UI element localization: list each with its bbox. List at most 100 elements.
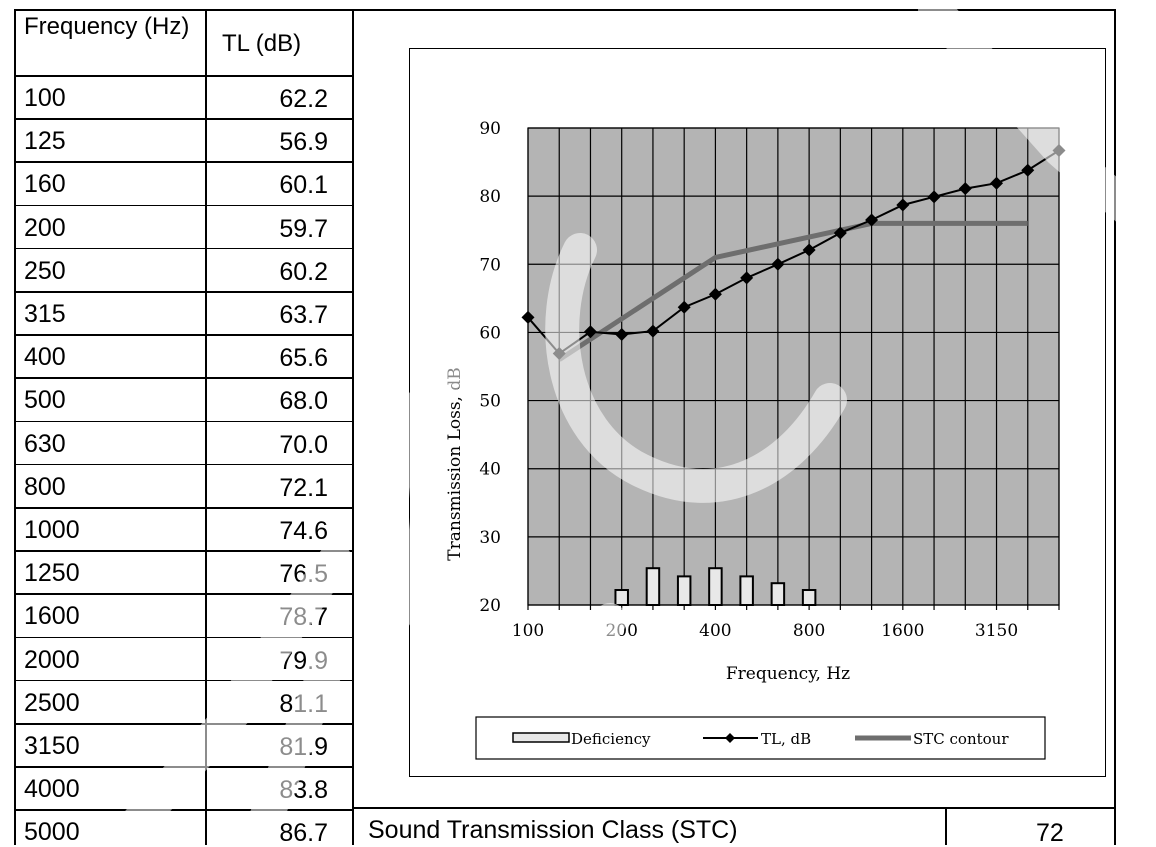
tl-cell: 65.6	[279, 344, 328, 373]
plot-background	[527, 127, 1060, 606]
x-tick-label: 400	[699, 621, 731, 641]
frequency-cell: 200	[24, 213, 66, 242]
y-tick-label: 90	[479, 119, 501, 139]
frequency-cell: 125	[24, 127, 66, 156]
x-tick-labels: 100 200 400 800 1600 3150	[512, 621, 1018, 641]
row-divider	[14, 679, 352, 682]
stc-chart: 20 30 40 50 60 70 80 90 100 200 400 800 1600 3150 Fr…	[445, 119, 1066, 760]
column-divider	[352, 9, 354, 845]
deficiency-bar	[614, 589, 629, 606]
legend-deficiency-swatch	[512, 732, 570, 743]
tl-cell: 86.7	[279, 819, 328, 847]
tl-point	[896, 198, 910, 212]
frequency-cell: 1600	[24, 602, 80, 631]
tl-cell: 81.1	[279, 689, 328, 718]
frequency-cell: 630	[24, 429, 66, 458]
row-divider	[14, 766, 352, 768]
legend-tl-marker	[725, 733, 735, 743]
tl-cell: 74.6	[279, 517, 328, 545]
tl-cell: 83.8	[279, 776, 328, 805]
frequency-cell: 1250	[24, 559, 80, 588]
frequency-cell: 5000	[24, 818, 80, 847]
row-divider	[14, 507, 352, 509]
row-divider	[14, 75, 352, 77]
frequency-cell: 4000	[24, 775, 80, 804]
frequency-cell: 250	[24, 256, 66, 285]
row-divider	[14, 161, 352, 163]
frequency-cell: 100	[24, 84, 66, 112]
row-divider	[14, 463, 352, 466]
tl-cell: 68.0	[279, 387, 328, 416]
column-divider	[205, 9, 207, 845]
table-border-left	[14, 9, 16, 845]
plot-area	[527, 127, 1060, 606]
deficiency-bar	[801, 589, 817, 606]
row-divider	[14, 550, 352, 552]
frequency-header: Frequency (Hz)	[24, 13, 190, 40]
legend: Deficiency TL, dB STC contour	[475, 716, 1046, 760]
stc-divider	[945, 807, 947, 845]
frequency-cell: 3150	[24, 732, 80, 760]
table-border-right	[1114, 9, 1116, 845]
tl-cell: 79.9	[279, 646, 328, 675]
legend-stc-label: STC contour	[913, 730, 1009, 748]
x-tick-label: 800	[793, 621, 825, 641]
deficiency-bar	[708, 567, 723, 607]
tl-cell: 63.7	[279, 301, 328, 329]
tl-header: TL (dB)	[222, 30, 302, 57]
row-divider	[14, 334, 352, 336]
tl-cell: 70.0	[279, 430, 328, 459]
y-axis-label: Transmission Loss, dB	[445, 367, 465, 560]
table-border-top	[14, 9, 1115, 11]
tl-cell: 59.7	[279, 214, 328, 243]
x-tick-label: 200	[605, 621, 637, 641]
chart-frame: 20 30 40 50 60 70 80 90 100 200 400 800 1600 3150 Fr…	[409, 48, 1106, 777]
row-divider	[14, 723, 352, 725]
x-tick-label: 1600	[881, 621, 924, 641]
row-divider	[14, 593, 352, 595]
stc-label: Sound Transmission Class (STC)	[368, 816, 738, 844]
deficiency-bar	[676, 575, 692, 607]
stc-row-top	[352, 807, 1115, 809]
frequency-cell: 400	[24, 343, 66, 372]
frequency-cell: 160	[24, 170, 66, 199]
y-tick-label: 30	[479, 528, 501, 548]
legend-deficiency-label: Deficiency	[571, 730, 651, 748]
legend-tl-label: TL, dB	[761, 730, 811, 748]
legend-box	[475, 716, 1046, 760]
tl-cell: 76.5	[279, 560, 328, 589]
stc-value: 72	[1036, 819, 1064, 847]
frequency-cell: 315	[24, 300, 66, 328]
y-tick-labels: 20 30 40 50 60 70 80 90	[479, 119, 501, 616]
x-axis-label: Frequency, Hz	[726, 664, 850, 684]
frequency-cell: 500	[24, 386, 66, 415]
tl-cell: 56.9	[279, 128, 328, 157]
tl-point	[521, 310, 535, 324]
row-divider	[14, 420, 352, 423]
tl-cell: 62.2	[279, 85, 328, 113]
row-divider	[14, 809, 352, 811]
y-tick-label: 50	[479, 392, 501, 412]
frequency-cell: 2500	[24, 688, 80, 717]
y-tick-label: 60	[479, 323, 501, 343]
row-divider	[14, 291, 352, 293]
tl-cell: 60.1	[279, 171, 328, 200]
y-tick-label: 70	[479, 255, 501, 275]
deficiency-bar	[645, 567, 661, 607]
tl-cell: 60.2	[279, 257, 328, 286]
x-tick-label: 3150	[975, 621, 1018, 641]
tl-point	[865, 213, 879, 227]
y-tick-label: 20	[479, 596, 501, 616]
tl-cell: 81.9	[279, 733, 328, 761]
tl-cell: 78.7	[279, 603, 328, 632]
row-divider	[14, 636, 352, 639]
frequency-cell: 800	[24, 472, 66, 501]
deficiency-bar	[770, 582, 786, 606]
row-divider	[14, 118, 352, 120]
row-divider	[14, 377, 352, 379]
y-tick-label: 40	[479, 460, 501, 480]
frequency-cell: 1000	[24, 516, 80, 544]
frequency-cell: 2000	[24, 645, 80, 674]
deficiency-bar	[739, 575, 754, 607]
tl-cell: 72.1	[279, 473, 328, 502]
